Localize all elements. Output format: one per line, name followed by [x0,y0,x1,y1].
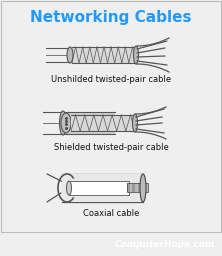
FancyBboxPatch shape [62,174,143,202]
FancyBboxPatch shape [62,112,115,134]
Ellipse shape [133,114,137,132]
FancyBboxPatch shape [135,184,137,193]
FancyBboxPatch shape [143,184,145,193]
FancyBboxPatch shape [71,115,135,131]
Ellipse shape [133,46,139,64]
Ellipse shape [67,181,71,195]
Ellipse shape [67,47,73,63]
FancyBboxPatch shape [145,184,148,193]
FancyBboxPatch shape [140,184,143,193]
Text: ComputerHope.com: ComputerHope.com [115,240,215,249]
Ellipse shape [59,111,67,135]
FancyBboxPatch shape [69,181,129,195]
Text: Shielded twisted-pair cable: Shielded twisted-pair cable [54,143,168,152]
Text: Networking Cables: Networking Cables [30,10,192,25]
FancyBboxPatch shape [72,47,136,63]
FancyBboxPatch shape [137,184,140,193]
FancyBboxPatch shape [127,184,130,193]
Ellipse shape [61,113,71,133]
FancyBboxPatch shape [132,184,135,193]
Text: Unshilded twisted-pair cable: Unshilded twisted-pair cable [51,75,171,84]
Ellipse shape [140,174,146,202]
FancyBboxPatch shape [130,184,132,193]
Text: Coaxial cable: Coaxial cable [83,209,139,218]
